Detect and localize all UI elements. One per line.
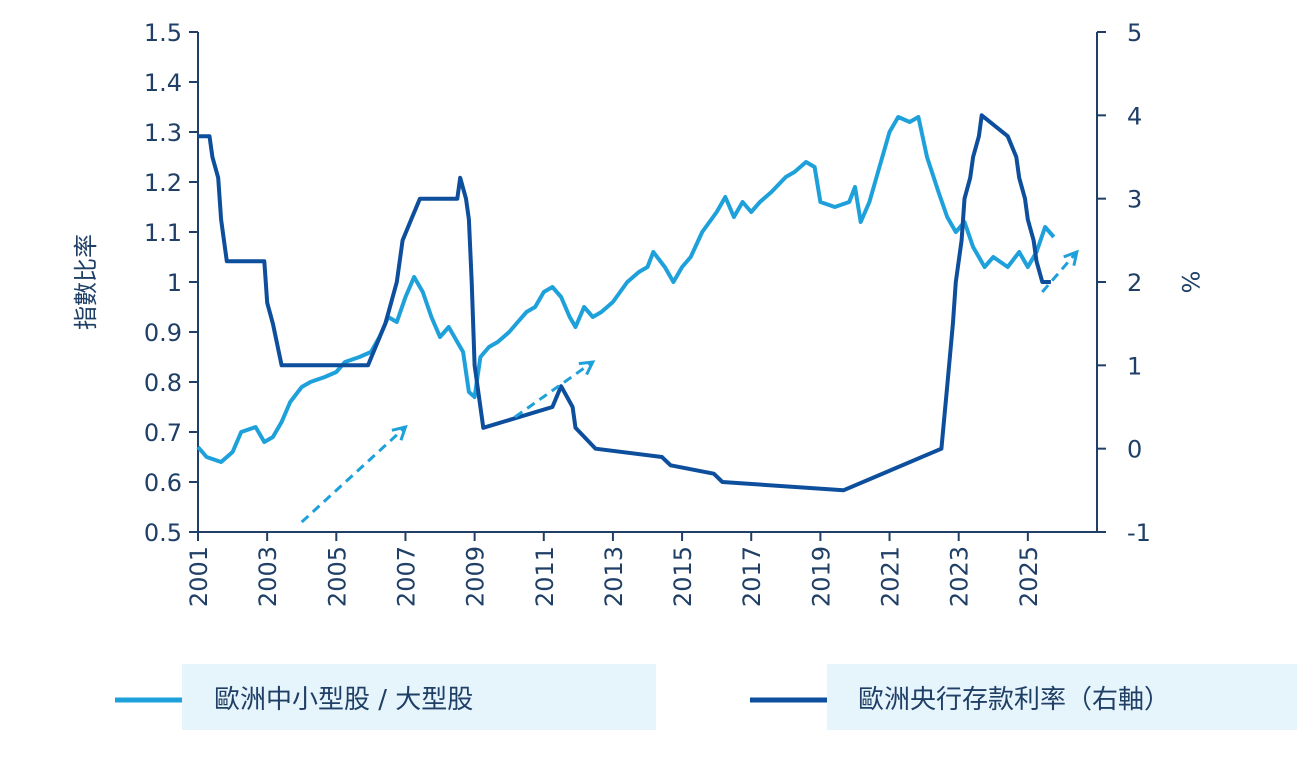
- legend: 歐洲中小型股 / 大型股 歐洲央行存款利率（右軸）: [115, 664, 1297, 730]
- x-tick-label: 2009: [462, 546, 490, 607]
- left-tick-label: 0.6: [144, 469, 182, 497]
- left-tick-label: 1.2: [144, 169, 182, 197]
- legend-label-small-large-ratio: 歐洲中小型股 / 大型股: [214, 685, 473, 715]
- series-line-small-large-ratio: [196, 115, 1056, 464]
- left-tick-label: 1.1: [144, 219, 182, 247]
- x-tick-label: 2007: [392, 546, 420, 607]
- trend-arrow: [300, 424, 408, 524]
- trend-arrow: [1041, 249, 1079, 293]
- legend-entry-ecb-rate: 歐洲央行存款利率（右軸）: [750, 664, 1297, 730]
- right-tick-label: 3: [1127, 186, 1142, 214]
- annotation-group: [300, 249, 1079, 524]
- right-axis-title: %: [1176, 271, 1204, 294]
- right-tick-label: 1: [1127, 352, 1142, 380]
- right-tick-label: 0: [1127, 436, 1142, 464]
- x-axis: 2001 2003 2005 2007 2009 2011 2013 2015 2017 2019…: [185, 531, 1097, 607]
- left-tick-label: 1: [167, 269, 182, 297]
- x-tick-label: 2023: [946, 546, 974, 607]
- right-tick-label: 2: [1127, 269, 1142, 297]
- left-tick-label: 1.4: [144, 69, 182, 97]
- x-tick-label: 2019: [807, 546, 835, 607]
- right-tick-label: 4: [1127, 102, 1142, 130]
- left-tick-label: 1.3: [144, 119, 182, 147]
- series-line-ecb-rate: [198, 113, 1051, 493]
- trend-arrow-head: [578, 360, 596, 376]
- x-tick-label: 2017: [738, 546, 766, 607]
- trend-arrow-head: [1063, 249, 1079, 267]
- series-group: [196, 113, 1056, 493]
- legend-label-ecb-rate: 歐洲央行存款利率（右軸）: [858, 685, 1170, 715]
- left-tick-label: 0.7: [144, 419, 182, 447]
- trend-arrow: [514, 360, 596, 419]
- x-tick-label: 2005: [323, 546, 351, 607]
- x-tick-label: 2003: [254, 546, 282, 607]
- left-tick-label: 0.5: [144, 519, 182, 547]
- right-tick-label: -1: [1127, 519, 1151, 547]
- left-tick-label: 0.8: [144, 369, 182, 397]
- x-tick-label: 2025: [1015, 546, 1043, 607]
- right-y-axis: -1 0 1 2 3 4 5: [1096, 19, 1151, 547]
- x-tick-label: 2021: [877, 546, 905, 607]
- x-tick-label: 2013: [600, 546, 628, 607]
- legend-box-ecb-rate: [827, 664, 1297, 730]
- legend-box-small-large-ratio: [182, 664, 656, 730]
- x-tick-label: 2011: [531, 546, 559, 607]
- x-tick-label: 2001: [185, 546, 213, 607]
- trend-arrow-head: [391, 424, 408, 441]
- left-y-axis: 0.5 0.6 0.7 0.8 0.9 1 1.1 1.2 1.3 1.4 1.5: [144, 19, 199, 547]
- left-tick-label: 1.5: [144, 19, 182, 47]
- left-tick-label: 0.9: [144, 319, 182, 347]
- x-tick-label: 2015: [669, 546, 697, 607]
- right-tick-label: 5: [1127, 19, 1142, 47]
- left-axis-title: 指數比率: [72, 234, 100, 330]
- legend-entry-small-large-ratio: 歐洲中小型股 / 大型股: [115, 664, 656, 730]
